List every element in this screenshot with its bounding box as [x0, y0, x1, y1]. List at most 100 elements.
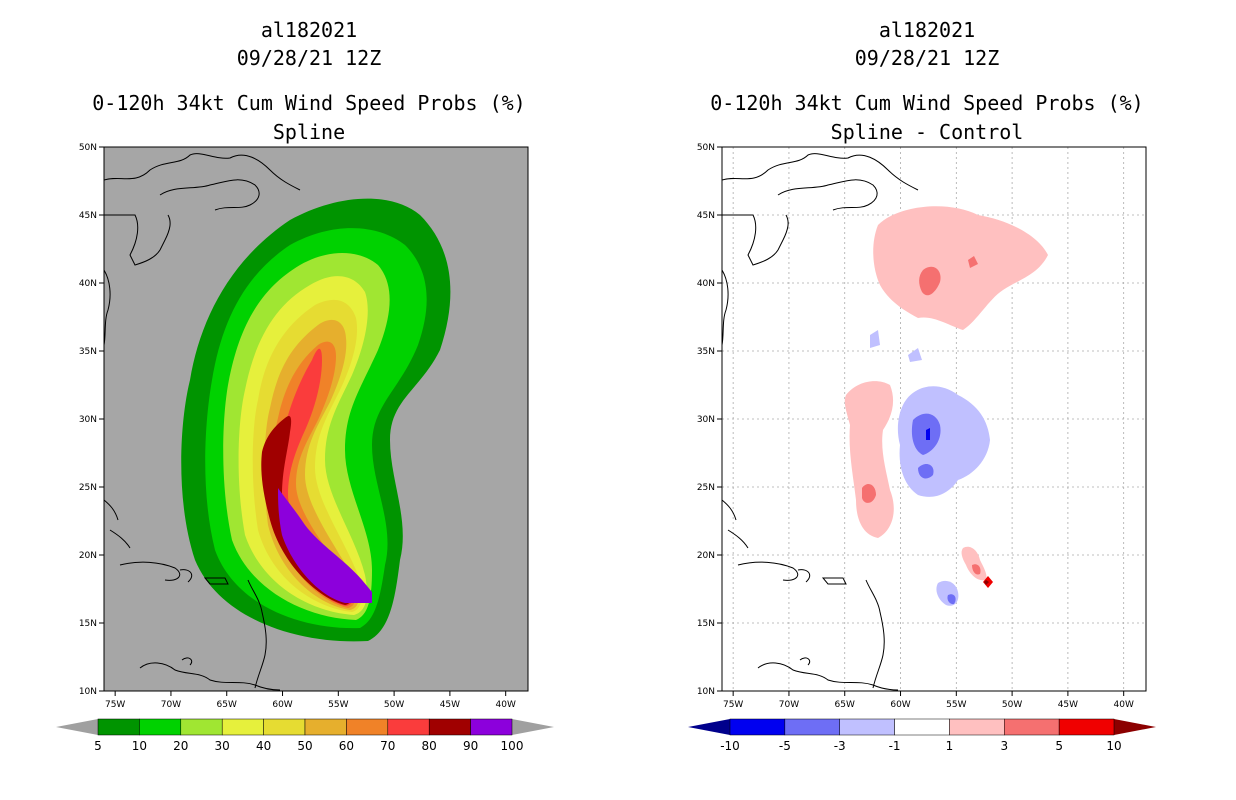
x-tick-label: 60W	[890, 700, 910, 710]
colorbar-label: 70	[380, 739, 395, 753]
colorbar-label: 90	[463, 739, 478, 753]
colorbar-label: 10	[1106, 739, 1121, 753]
x-tick-label: 70W	[779, 700, 799, 710]
spline-panel: al182021 09/28/21 12Z 0-120h 34kt Cum Wi…	[56, 18, 554, 753]
colorbar-swatch	[139, 718, 182, 736]
colorbar-label: 40	[256, 739, 271, 753]
subtitle: Spline - Control	[830, 120, 1024, 144]
positive-core-south	[972, 564, 981, 575]
y-tick-label: 10N	[697, 687, 715, 697]
colorbar-label: 80	[422, 739, 437, 753]
positive-core-west	[862, 484, 876, 503]
x-tick-label: 65W	[835, 700, 855, 710]
y-tick-label: 25N	[79, 483, 97, 493]
y-tick-label: 40N	[697, 279, 715, 289]
colorbar-swatch	[387, 718, 430, 736]
colorbar-swatch	[304, 718, 347, 736]
x-tick-label: 75W	[723, 700, 743, 710]
x-tick-label: 55W	[328, 700, 348, 710]
negative-core-central	[911, 413, 941, 479]
colorbar-label: -1	[889, 739, 901, 753]
coastlines	[722, 153, 919, 691]
colorbar-label: -10	[720, 739, 740, 753]
colorbar-label: -5	[779, 739, 791, 753]
x-tick-label: 40W	[1114, 700, 1134, 710]
y-tick-label: 35N	[79, 347, 97, 357]
colorbar-label: 100	[501, 739, 524, 753]
y-tick-label: 45N	[697, 211, 715, 221]
x-tick-label: 75W	[105, 700, 125, 710]
positive-inner-south	[984, 580, 989, 585]
coastlines	[104, 153, 301, 691]
colorbar-label: 50	[297, 739, 312, 753]
colorbar-label: 10	[132, 739, 147, 753]
y-tick-label: 30N	[697, 415, 715, 425]
contour-80	[261, 415, 352, 605]
x-tick-label: 65W	[217, 700, 237, 710]
product-title: 0-120h 34kt Cum Wind Speed Probs (%)	[710, 91, 1144, 115]
colorbar-label: 5	[1055, 739, 1063, 753]
colorbar-extend-low	[688, 719, 730, 735]
y-tick-label: 50N	[79, 143, 97, 153]
colorbar-swatch	[263, 718, 306, 736]
x-tick-label: 45W	[440, 700, 460, 710]
colorbar-swatch	[949, 718, 1005, 736]
x-tick-label: 40W	[496, 700, 516, 710]
colorbar: 5 10 20 30 40 50 60 70 80 90 100	[56, 718, 554, 753]
probability-contours	[104, 153, 451, 691]
difference-panel: al182021 09/28/21 12Z 0-120h 34kt Cum Wi…	[618, 0, 1236, 800]
colorbar-swatch	[894, 718, 950, 736]
colorbar-swatch	[839, 718, 895, 736]
negative-core-south	[947, 594, 956, 605]
colorbar-swatch	[346, 718, 389, 736]
datetime-title: 09/28/21 12Z	[854, 46, 1000, 70]
negative-peak-central	[926, 428, 930, 440]
x-tick-label: 60W	[272, 700, 292, 710]
colorbar: -10 -5 -3 -1 1 3 5 10	[688, 718, 1156, 753]
datetime-title: 09/28/21 12Z	[236, 46, 382, 70]
y-tick-label: 25N	[697, 483, 715, 493]
product-title: 0-120h 34kt Cum Wind Speed Probs (%)	[92, 91, 526, 115]
storm-id-title: al182021	[260, 18, 358, 42]
colorbar-label: 20	[173, 739, 188, 753]
colorbar-swatch	[221, 718, 264, 736]
contour-90	[278, 488, 372, 603]
colorbar-label: 3	[1000, 739, 1008, 753]
colorbar-swatch	[1058, 718, 1115, 736]
y-tick-label: 15N	[79, 619, 97, 629]
subtitle: Spline	[272, 120, 346, 144]
colorbar-label: -3	[834, 739, 846, 753]
colorbar-swatch	[97, 718, 140, 736]
y-tick-label: 30N	[79, 415, 97, 425]
spline-chart: 75W 70W 65W 60W 55W 50W 45W 40W 10N 15N 20N 25N 30N 3…	[56, 143, 554, 753]
difference-contours	[844, 206, 1048, 606]
colorbar-extend-low	[56, 719, 98, 735]
colorbar-swatch	[180, 718, 223, 736]
y-tick-label: 35N	[697, 347, 715, 357]
colorbar-label: 5	[94, 739, 102, 753]
colorbar-label: 60	[339, 739, 354, 753]
difference-chart: 75W 70W 65W 60W 55W 50W 45W 40W 10N 15N 20N 25N 30N 3…	[688, 143, 1156, 753]
negative-blob-mid	[870, 330, 922, 362]
y-tick-label: 15N	[697, 619, 715, 629]
colorbar-swatch	[784, 718, 840, 736]
y-tick-label: 45N	[79, 211, 97, 221]
colorbar-swatch	[470, 718, 513, 736]
positive-core-north-2	[968, 256, 978, 268]
x-tick-label: 55W	[946, 700, 966, 710]
x-tick-label: 50W	[1002, 700, 1022, 710]
colorbar-label: 1	[946, 739, 954, 753]
y-tick-label: 20N	[79, 551, 97, 561]
x-tick-label: 70W	[161, 700, 181, 710]
y-tick-label: 40N	[79, 279, 97, 289]
positive-blob-north	[873, 206, 1048, 330]
colorbar-label: 30	[215, 739, 230, 753]
axes: 75W 70W 65W 60W 55W 50W 45W 40W 10N 15N 20N 25N 30N 3…	[697, 143, 1134, 710]
x-tick-label: 45W	[1058, 700, 1078, 710]
x-tick-label: 50W	[384, 700, 404, 710]
y-tick-label: 20N	[697, 551, 715, 561]
colorbar-swatch	[1004, 718, 1060, 736]
y-tick-label: 50N	[697, 143, 715, 153]
colorbar-swatch	[428, 718, 471, 736]
positive-blob-west	[844, 381, 894, 538]
